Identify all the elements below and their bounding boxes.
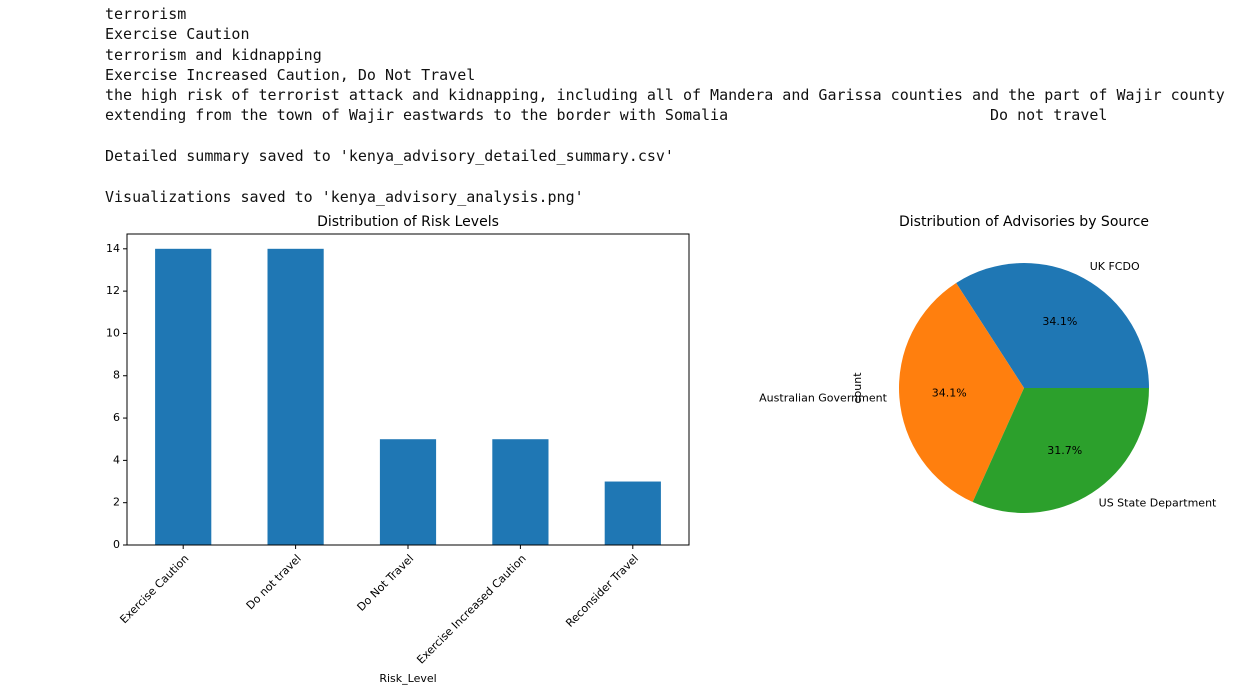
bar xyxy=(155,248,212,546)
output-block: Visualizations saved to 'kenya_advisory_… xyxy=(105,187,1225,207)
bar xyxy=(492,439,549,545)
output-line: extending from the town of Wajir eastwar… xyxy=(105,106,1108,125)
x-tick-label: Exercise Increased Caution xyxy=(414,552,528,666)
y-tick-label: 0 xyxy=(113,538,120,551)
output-line: Detailed summary saved to 'kenya_advisor… xyxy=(105,147,674,166)
plot-frame xyxy=(126,233,690,546)
x-tick-label: Exercise Caution xyxy=(117,552,191,626)
x-tick-label: Do not travel xyxy=(244,552,304,612)
chart-title: Distribution of Risk Levels xyxy=(317,214,499,230)
output-line: terrorism and kidnapping xyxy=(105,45,322,64)
y-tick-label: 10 xyxy=(106,326,120,339)
output-line: Exercise Increased Caution, Do Not Trave… xyxy=(105,65,476,84)
slice-percent: 34.1% xyxy=(1042,315,1077,328)
bar xyxy=(379,439,437,545)
output-line: Exercise Caution xyxy=(105,25,250,44)
bar xyxy=(267,248,324,546)
y-tick-label: 14 xyxy=(106,242,120,255)
pie-slice xyxy=(899,283,1024,502)
x-tick-label: Do Not Travel xyxy=(355,552,417,614)
y-tick-label: 8 xyxy=(113,369,120,382)
pie-slice xyxy=(956,263,1149,388)
output-line: Visualizations saved to 'kenya_advisory_… xyxy=(105,187,584,206)
bar xyxy=(604,481,661,545)
chart-title: Distribution of Advisories by Source xyxy=(899,214,1149,230)
slice-label: US State Department xyxy=(1099,496,1217,509)
y-tick-label: 4 xyxy=(113,453,120,466)
y-tick-label: 6 xyxy=(113,411,120,424)
slice-percent: 34.1% xyxy=(932,387,967,400)
output-block: terrorism Exercise Caution terrorism and k… xyxy=(105,4,1225,126)
x-axis-label: Risk_Level xyxy=(379,672,436,685)
y-tick-label: 12 xyxy=(106,284,120,297)
slice-label: Australian Government xyxy=(759,391,887,404)
output-block: Detailed summary saved to 'kenya_advisor… xyxy=(105,146,1225,166)
slice-label: UK FCDO xyxy=(1090,260,1140,273)
x-tick-label: Reconsider Travel xyxy=(563,552,641,630)
y-axis-label: count xyxy=(851,372,864,404)
slice-percent: 31.7% xyxy=(1047,444,1082,457)
output-line: the high risk of terrorist attack and ki… xyxy=(105,86,1225,105)
y-tick-label: 2 xyxy=(113,496,120,509)
output-line: terrorism xyxy=(105,5,187,23)
pie-slice xyxy=(972,388,1149,513)
console-output: terrorism Exercise Caution terrorism and k… xyxy=(105,4,1225,227)
